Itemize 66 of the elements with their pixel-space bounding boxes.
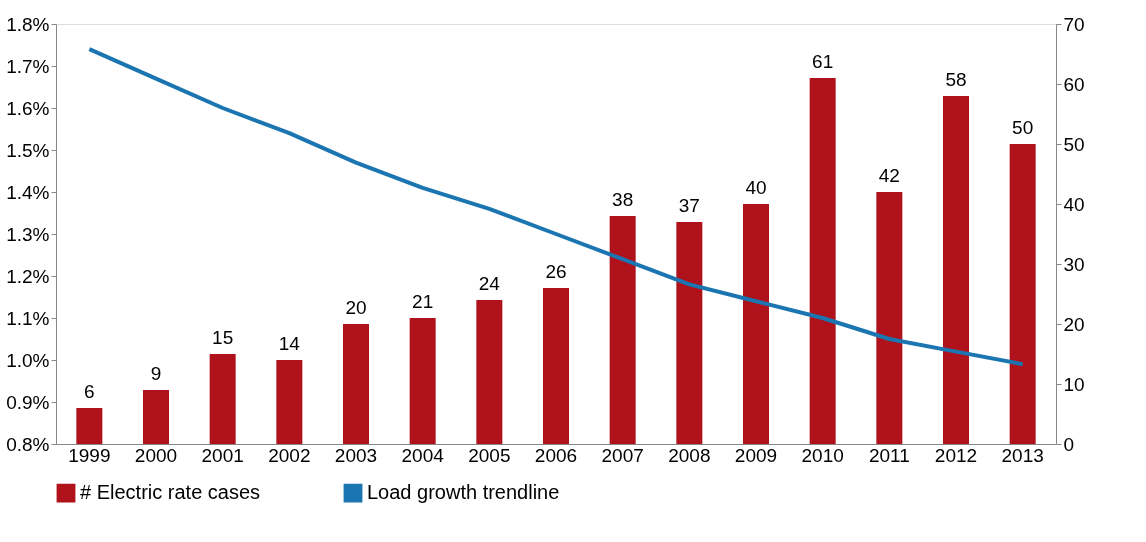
y-tick-label: 1.6% [6, 97, 50, 119]
y2-tick-label: 70 [1063, 13, 1085, 35]
data-label: 42 [878, 165, 900, 186]
bar [276, 360, 303, 444]
bar [476, 300, 503, 444]
y-tick-label: 1.5% [6, 139, 50, 161]
x-tick-label: 2007 [601, 444, 644, 466]
bar [543, 288, 569, 444]
x-tick-label: 2011 [868, 444, 910, 466]
y2-tick-label: 20 [1063, 313, 1085, 335]
bar [1009, 144, 1036, 444]
y2-tick-label: 60 [1063, 73, 1085, 95]
y-tick-label: 1.4% [6, 181, 50, 203]
bar [143, 390, 169, 444]
y-tick-label: 1.7% [6, 55, 50, 77]
bar [609, 216, 636, 444]
data-label: 50 [1012, 117, 1034, 138]
x-tick-label: 1999 [68, 444, 111, 466]
y2-tick-label: 10 [1063, 373, 1085, 395]
y-tick-label: 1.1% [6, 307, 50, 329]
x-tick-label: 2010 [801, 444, 844, 466]
x-tick-label: 2013 [1001, 444, 1044, 466]
data-label: 14 [278, 333, 301, 354]
legend-label: Load growth trendline [367, 481, 560, 504]
data-label: 58 [945, 69, 967, 90]
data-label: 15 [212, 327, 234, 348]
x-tick-label: 2009 [734, 444, 778, 466]
legend-label: # Electric rate cases [80, 481, 261, 504]
data-label: 21 [412, 291, 434, 312]
x-tick-label: 2008 [668, 444, 711, 466]
y2-tick-label: 50 [1063, 133, 1085, 155]
data-label: 40 [745, 177, 767, 198]
x-tick-label: 2001 [201, 444, 244, 466]
data-label: 26 [545, 261, 567, 282]
y2-tick-label: 0 [1063, 433, 1075, 455]
y2-tick-label: 40 [1063, 193, 1085, 215]
y-tick-label: 1.8% [6, 13, 50, 35]
y-tick-label: 0.9% [6, 391, 50, 413]
y-tick-label: 1.2% [6, 265, 50, 287]
bar [943, 96, 969, 444]
data-label: 37 [678, 195, 700, 216]
x-tick-label: 2000 [134, 444, 178, 466]
data-label: 61 [812, 51, 834, 72]
bar [743, 204, 769, 444]
bar [676, 222, 703, 444]
bar [409, 318, 436, 444]
y-tick-label: 0.8% [6, 433, 50, 455]
bar [876, 192, 903, 444]
data-label: 20 [345, 297, 367, 318]
bar [76, 408, 103, 444]
bar [209, 354, 236, 444]
x-tick-label: 2003 [334, 444, 378, 466]
data-label: 24 [478, 273, 501, 294]
bar [343, 324, 369, 444]
y-tick-label: 1.3% [6, 223, 50, 245]
y2-tick-label: 30 [1063, 253, 1085, 275]
x-tick-label: 2002 [268, 444, 311, 466]
x-tick-label: 2005 [468, 444, 511, 466]
data-label: 38 [612, 189, 634, 210]
data-label: 9 [150, 363, 162, 384]
bar [809, 78, 836, 444]
x-tick-label: 2012 [934, 444, 978, 466]
y-tick-label: 1.0% [6, 349, 50, 371]
x-tick-label: 2006 [534, 444, 578, 466]
data-label: 6 [84, 381, 95, 402]
x-tick-label: 2004 [401, 444, 445, 466]
